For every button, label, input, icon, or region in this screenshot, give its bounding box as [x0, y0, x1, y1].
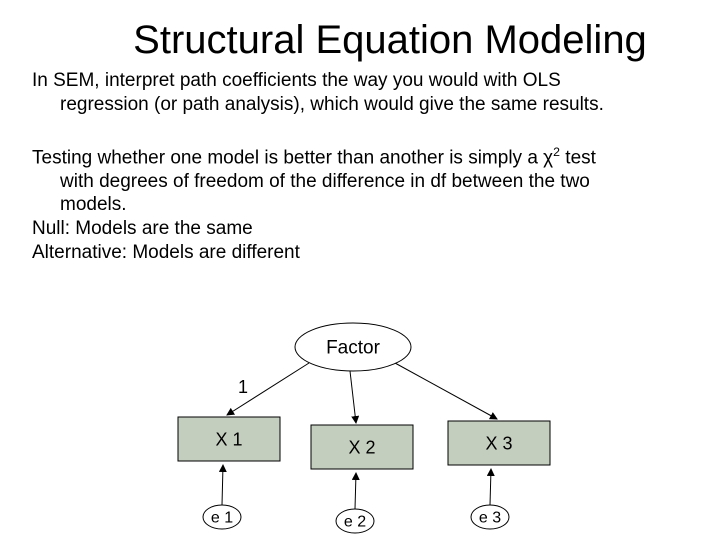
chi-symbol: χ: [543, 147, 553, 168]
para1-l2-text: regression (or path analysis), which wou…: [60, 94, 604, 115]
paragraph-2: Testing whether one model is better than…: [0, 145, 720, 265]
slide-title: Structural Equation Modeling: [0, 0, 720, 63]
null-line: Null: Models are the same: [32, 217, 690, 241]
para2-l1a: Testing whether one model is better than…: [32, 147, 543, 168]
para1-line1: In SEM, interpret path coefficients the …: [32, 69, 690, 117]
para1-l1-text: In SEM, interpret path coefficients the …: [32, 70, 561, 91]
factor-label: Factor: [326, 338, 381, 359]
indicator-label-x3: X 3: [485, 433, 512, 453]
para2-block: Testing whether one model is better than…: [32, 145, 690, 218]
para2-l3: models.: [60, 194, 127, 215]
alt-line: Alternative: Models are different: [32, 241, 690, 265]
error-label-e3: e 3: [479, 510, 501, 527]
loading-1-label: 1: [238, 377, 248, 397]
indicator-label-x1: X 1: [215, 429, 242, 449]
para2-l1b: test: [560, 147, 596, 168]
para2-l2: with degrees of freedom of the differenc…: [60, 171, 590, 192]
error-label-e2: e 2: [344, 514, 366, 531]
sem-diagram: Factor 1 X 1 X 2 X 3 e 1 e 2 e 3: [0, 315, 720, 540]
paragraph-1: In SEM, interpret path coefficients the …: [0, 69, 720, 117]
error-label-e1: e 1: [211, 510, 233, 527]
chi-sup: 2: [553, 145, 560, 159]
indicator-label-x2: X 2: [348, 437, 375, 457]
